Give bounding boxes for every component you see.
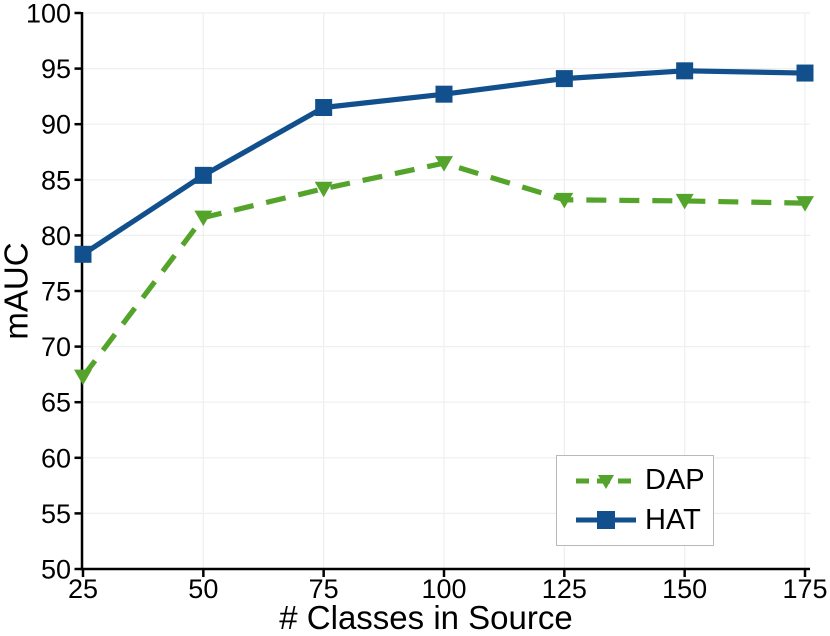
hat-marker [74, 245, 92, 263]
legend-item-hat: HAT [576, 503, 713, 536]
legend: DAP HAT [556, 455, 714, 546]
dap-series [74, 156, 814, 386]
x-axis-title: # Classes in Source [279, 599, 573, 636]
hat-marker [315, 99, 333, 117]
dap-marker [435, 156, 453, 172]
dap-marker [194, 210, 213, 227]
y-tick-label: 75 [41, 277, 71, 307]
x-tick-label: 25 [68, 574, 98, 604]
dap-marker [555, 192, 574, 209]
dap-marker [675, 193, 694, 210]
x-tick-label: 50 [188, 574, 218, 604]
y-tick-label: 95 [41, 54, 71, 84]
x-tick-label: 100 [421, 574, 466, 604]
hat-marker [676, 62, 694, 80]
legend-label-dap: DAP [645, 464, 705, 497]
x-tick-label: 175 [782, 574, 827, 604]
y-tick-label: 50 [41, 555, 71, 585]
y-tick-label: 80 [41, 221, 71, 251]
y-tick-label: 100 [26, 0, 71, 29]
hat-marker [796, 64, 814, 82]
hat-marker [194, 166, 212, 184]
y-tick-label: 90 [41, 110, 71, 140]
hat-series [74, 62, 814, 263]
y-tick-label: 65 [41, 388, 71, 418]
legend-label-hat: HAT [645, 503, 701, 536]
legend-sample-triangle [598, 474, 614, 489]
x-tick-label: 75 [309, 574, 339, 604]
dap-marker [74, 369, 92, 386]
x-tick-label: 150 [662, 574, 707, 604]
y-tick-label: 70 [41, 332, 71, 362]
legend-item-dap: DAP [576, 466, 713, 495]
y-tick-label: 55 [41, 499, 71, 529]
y-tick-label: 60 [41, 443, 71, 473]
x-tick-label: 125 [542, 574, 587, 604]
y-tick-label: 85 [41, 165, 71, 195]
legend-dap-line-marker-icon [576, 474, 636, 489]
hat-marker [555, 70, 573, 88]
dap-marker [314, 181, 333, 198]
hat-marker [435, 85, 453, 103]
legend-sample-square [597, 511, 615, 530]
y-axis-title: mAUC [0, 242, 35, 340]
dap-marker [796, 196, 814, 212]
legend-hat-line-marker-icon [576, 511, 636, 530]
